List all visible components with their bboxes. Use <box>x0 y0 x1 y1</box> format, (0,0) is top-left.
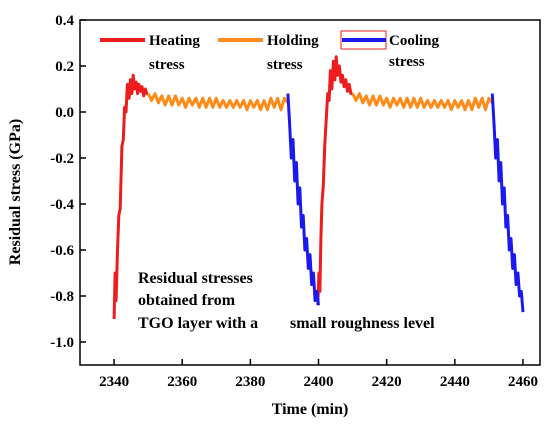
x-tick-label: 2340 <box>99 374 129 390</box>
x-axis-title: Time (min) <box>272 401 349 418</box>
x-tick-label: 2460 <box>508 374 538 390</box>
plot-frame <box>79 19 541 366</box>
series-line-heating-stress <box>316 55 353 306</box>
y-tick-label: 0.4 <box>55 13 74 29</box>
y-tick-label: -0.2 <box>50 151 74 167</box>
y-tick-label: -0.6 <box>50 243 74 259</box>
y-tick-label: -1.0 <box>50 335 74 351</box>
legend-label-cooling-line2: stress <box>389 54 425 70</box>
x-tick-label: 2420 <box>372 374 402 390</box>
annotation-line-2: obtained from <box>138 292 236 309</box>
x-tick-label: 2440 <box>440 374 470 390</box>
legend-label-cooling-line1: Cooling <box>389 33 440 49</box>
legend-label-heating-line1: Heating <box>149 33 200 49</box>
annotation-line-3b: small roughness level <box>290 315 435 332</box>
series-line-cooling-stress <box>490 93 525 313</box>
x-tick-label: 2380 <box>235 374 265 390</box>
annotation-line-3: TGO layer with a <box>138 315 258 332</box>
x-tick-label: 2400 <box>304 374 334 390</box>
series-line-heating-stress <box>112 73 149 320</box>
series-line-holding-stress <box>146 92 290 112</box>
legend-label-holding-line2: stress <box>267 57 303 73</box>
y-tick-label: -0.4 <box>50 197 74 213</box>
annotation-line-1: Residual stresses <box>138 270 253 287</box>
series-line-holding-stress <box>351 92 494 112</box>
legend-label-heating-line2: stress <box>149 57 185 73</box>
y-tick-label: 0.2 <box>55 59 74 75</box>
legend-label-holding-line1: Holding <box>267 33 319 49</box>
series-line-cooling-stress <box>286 93 320 306</box>
tick-layer: 2340 2360 2380 2400 2420 2440 2460 0.4 0.2 0.0 -0.… <box>50 13 538 390</box>
series-layer <box>112 55 525 320</box>
annotation: Residual stresses obtained from TGO laye… <box>138 270 435 332</box>
x-tick-label: 2360 <box>167 374 197 390</box>
y-axis-title: Residual stress (GPa) <box>7 119 24 265</box>
y-tick-label: 0.0 <box>55 105 74 121</box>
legend: Heating stress Holding stress Cooling st… <box>100 30 440 73</box>
y-tick-label: -0.8 <box>50 289 74 305</box>
